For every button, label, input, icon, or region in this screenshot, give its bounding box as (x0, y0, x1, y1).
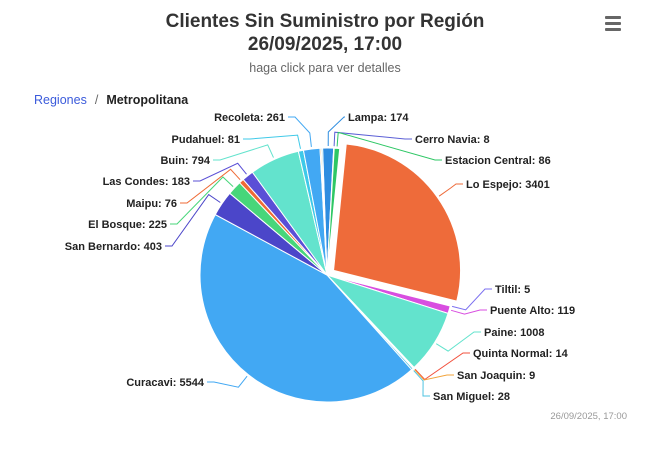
slice-label-san-bernardo: San Bernardo: 403 (65, 241, 162, 253)
chart-title-line1: Clientes Sin Suministro por Región (165, 11, 485, 32)
slice-labels: Lampa: 174 Cerro Navia: 8 Estacion Central… (65, 112, 575, 403)
chart-title: Clientes Sin Suministro por Región 26/09… (0, 10, 650, 56)
slice-label-el-bosque: El Bosque: 225 (88, 219, 167, 231)
label-connector-lampa (327, 116, 345, 147)
chart-subtitle: haga click para ver detalles (249, 61, 401, 75)
breadcrumb-separator: / (94, 93, 99, 107)
pie-slice-lo-espejo[interactable] (333, 143, 461, 302)
pie-slices (199, 143, 461, 403)
label-connector-puente-alto (450, 309, 487, 315)
slice-label-recoleta: Recoleta: 261 (214, 112, 285, 124)
slice-label-maipu: Maipu: 76 (126, 198, 177, 210)
slice-label-las-condes: Las Condes: 183 (103, 176, 190, 188)
slice-label-puente-alto: Puente Alto: 119 (490, 305, 575, 317)
label-connector-san-bernardo (165, 193, 221, 247)
slice-label-estacion-central: Estacion Central: 86 (445, 155, 551, 167)
label-connector-tiltil (451, 288, 492, 311)
pie-slice-otro-2[interactable] (320, 147, 328, 276)
label-connector-estacion-central (336, 131, 442, 161)
label-connector-recoleta (288, 116, 312, 147)
slice-label-curacavi: Curacavi: 5544 (126, 377, 205, 389)
chart-timestamp: 26/09/2025, 17:00 (550, 411, 627, 422)
slice-label-san-miguel: San Miguel: 28 (433, 391, 510, 403)
label-connector-el-bosque (170, 176, 234, 225)
slice-label-paine: Paine: 1008 (484, 327, 545, 339)
label-connector-quinta-normal (414, 352, 470, 381)
label-connectors (165, 116, 492, 397)
label-connector-maipu (180, 168, 241, 204)
label-connector-las-condes (193, 162, 247, 182)
slice-label-lampa: Lampa: 174 (348, 112, 409, 124)
label-connector-buin (213, 144, 274, 161)
pie-slice-curacavi[interactable] (199, 213, 413, 403)
label-connector-lo-espejo (438, 183, 463, 197)
label-connector-pudahuel (243, 134, 301, 149)
pie-slice-estacion-central[interactable] (326, 147, 341, 276)
breadcrumb: Regiones / Metropolitana (34, 93, 188, 107)
slice-label-cerro-navia: Cerro Navia: 8 (415, 134, 490, 146)
label-connector-san-joaquin (414, 369, 454, 381)
label-connector-curacavi (207, 375, 248, 388)
slice-label-tiltil: Tiltil: 5 (495, 284, 530, 296)
chart-title-line2: 26/09/2025, 17:00 (247, 34, 403, 55)
slice-label-san-joaquin: San Joaquin: 9 (457, 370, 535, 382)
breadcrumb-link-regiones[interactable]: Regiones (34, 93, 87, 107)
breadcrumb-current: Metropolitana (106, 93, 189, 107)
label-connector-san-miguel (413, 370, 430, 397)
label-connector-paine (435, 331, 481, 352)
slice-label-lo-espejo: Lo Espejo: 3401 (466, 179, 550, 191)
hamburger-menu-icon[interactable] (600, 11, 626, 35)
label-connector-cerro-navia (333, 131, 412, 147)
slice-label-quinta-normal: Quinta Normal: 14 (473, 348, 569, 360)
slice-label-pudahuel: Pudahuel: 81 (172, 134, 240, 146)
slice-label-buin: Buin: 794 (160, 155, 210, 167)
